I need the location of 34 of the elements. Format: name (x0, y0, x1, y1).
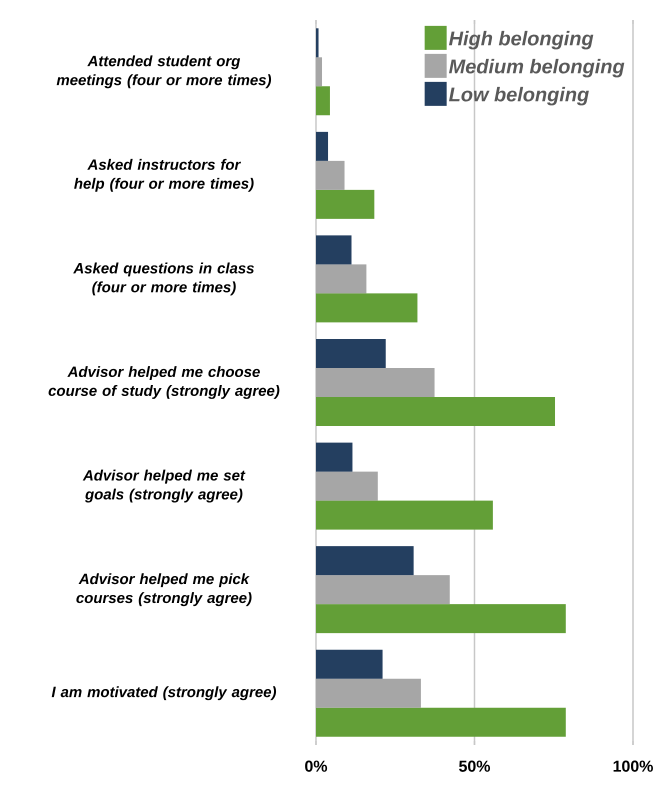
legend-label: High belonging (449, 30, 594, 50)
bar (316, 575, 450, 604)
bar (316, 442, 352, 472)
y-tick-label: Asked questions in class (four or more times) (73, 262, 254, 296)
y-tick-label: Advisor helped me choose course of study (strongly agree) (48, 366, 280, 399)
y-tick-label: Asked instructors for help (four or more times) (74, 158, 254, 192)
bar (316, 604, 566, 634)
bar (316, 293, 418, 322)
bar (316, 86, 330, 116)
bar (316, 368, 435, 398)
x-tick-label: 0% (305, 760, 328, 772)
bar (316, 132, 328, 161)
y-tick-label: Attended student org meetings (four or more times) (56, 55, 272, 88)
bar (316, 339, 386, 368)
bar (316, 190, 374, 219)
legend-label: Low belonging (449, 86, 589, 106)
y-tick-label: I am motivated (strongly agree) (52, 686, 276, 700)
bar (316, 678, 421, 708)
y-tick-label: Advisor helped me pick courses (strongly agree) (76, 573, 252, 606)
bar (316, 397, 556, 426)
y-tick-label: Advisor helped me set goals (strongly agree) (82, 470, 246, 502)
x-tick-label: 50% (459, 760, 490, 772)
bar (316, 57, 322, 86)
bar (316, 264, 366, 294)
bar (316, 28, 319, 58)
x-tick-label: 100% (614, 760, 653, 772)
bar (316, 546, 414, 576)
bar (316, 708, 566, 737)
bar (316, 500, 493, 530)
bar (316, 235, 352, 264)
legend-label: Medium belonging (449, 58, 624, 78)
bar (316, 160, 345, 190)
bar (316, 472, 378, 501)
bar (316, 650, 383, 679)
